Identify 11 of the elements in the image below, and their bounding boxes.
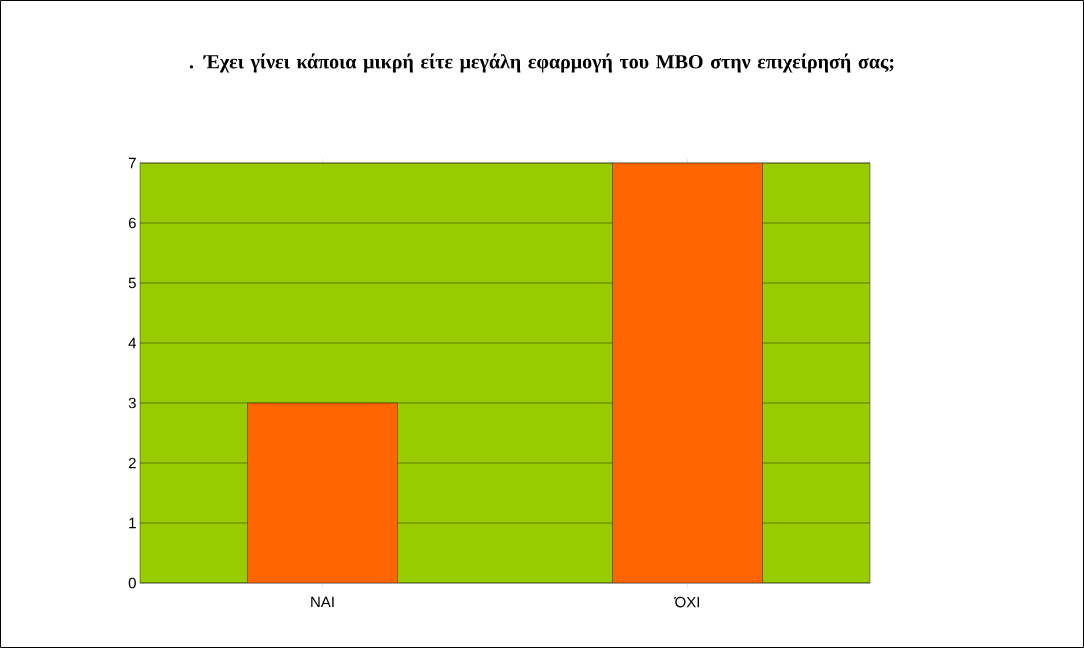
y-tick-label: 1 (129, 517, 136, 529)
y-tick-label: 7 (128, 157, 136, 169)
chart-title: . Έχει γίνει κάποια μικρή είτε μεγάλη εφαρμογή του MBO στην επιχείρησή σας; (189, 53, 894, 73)
y-tick-label: 0 (128, 577, 136, 589)
x-tick-label: ΝΑΙ (311, 596, 334, 608)
y-tick-label: 3 (128, 397, 136, 409)
y-tick-label: 4 (128, 337, 137, 349)
x-tick-label: ΌΧΙ (674, 596, 700, 608)
y-tick-label: 6 (128, 217, 136, 229)
y-tick-label: 5 (128, 277, 136, 289)
y-tick-label: 2 (128, 457, 136, 469)
